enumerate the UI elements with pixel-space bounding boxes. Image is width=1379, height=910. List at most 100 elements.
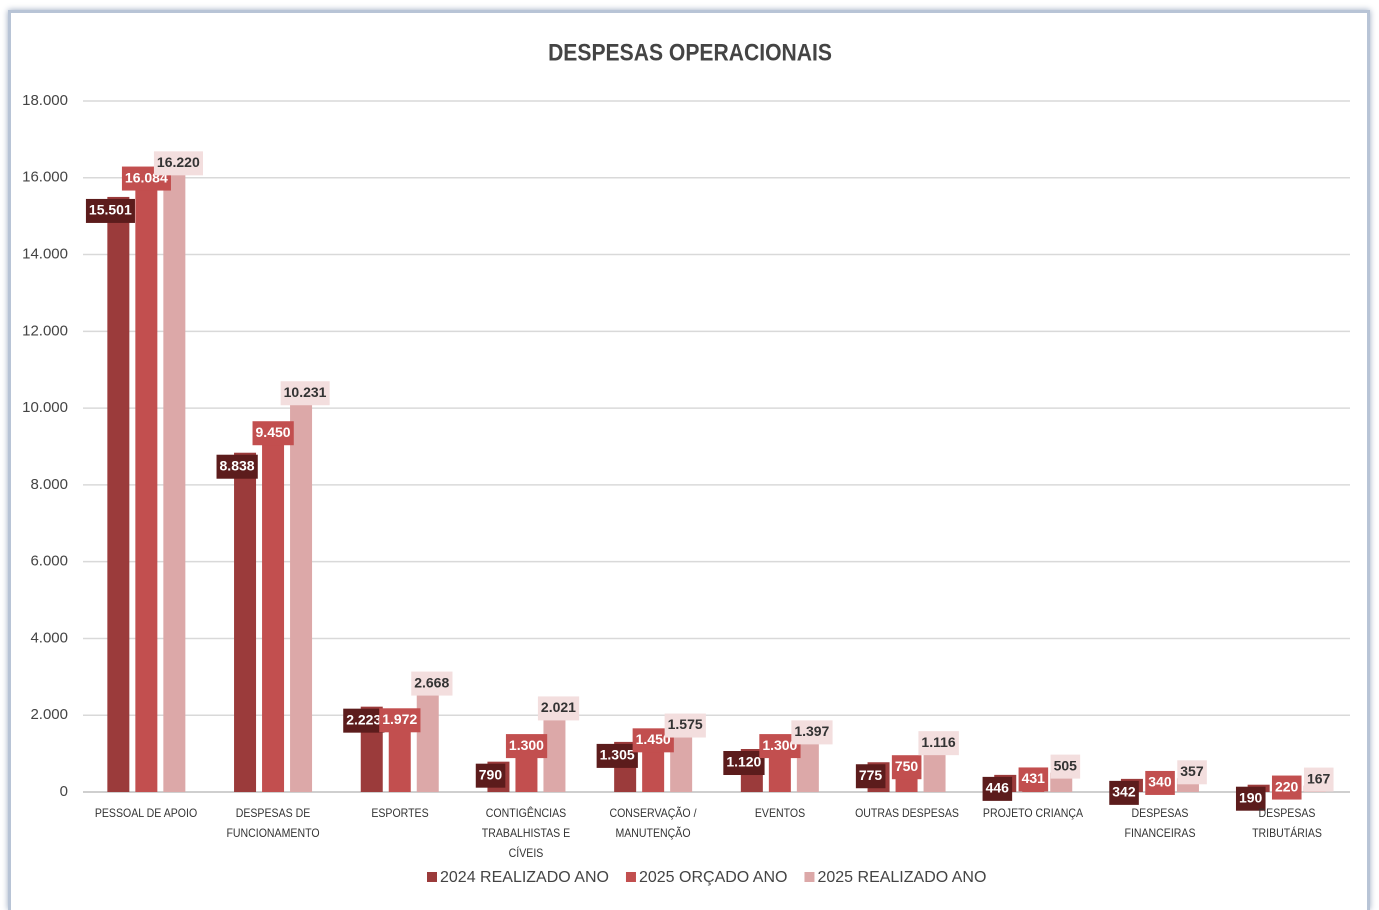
data-label-box — [1145, 770, 1175, 795]
data-label-box — [855, 764, 886, 789]
x-tick-label: PROJETO CRIANÇA — [983, 806, 1084, 820]
data-label-text: 16.220 — [157, 154, 200, 170]
x-tick-label: OUTRAS DESPESAS — [854, 806, 959, 820]
x-tick-label: DESPESAS FINANCEIRAS — [1124, 806, 1196, 840]
bar — [234, 452, 257, 792]
data-label-text: 1.972 — [382, 711, 417, 727]
data-label-box — [411, 671, 453, 696]
legend-label: 2025 REALIZADO ANO — [817, 869, 986, 886]
legend-label: 2024 REALIZADO ANO — [440, 869, 609, 886]
data-label-box — [791, 720, 833, 745]
data-label-box — [1018, 767, 1049, 792]
data-label-box — [153, 151, 203, 176]
data-label: 750 — [891, 755, 922, 780]
data-label-box — [1235, 786, 1266, 811]
y-tick-label: 18.000 — [22, 92, 68, 109]
data-label-text: 340 — [1148, 774, 1172, 790]
y-tick-label: 12.000 — [22, 322, 68, 339]
data-label: 446 — [982, 776, 1013, 801]
y-tick-label: 4.000 — [30, 629, 68, 646]
data-label-box — [252, 421, 294, 446]
data-label: 1.116 — [918, 731, 959, 756]
data-label-box — [596, 743, 638, 768]
bar — [290, 399, 313, 792]
data-label-text: 15.501 — [89, 202, 132, 218]
data-label-box — [280, 381, 330, 406]
data-label: 431 — [1018, 767, 1049, 792]
legend-label: 2025 ORÇADO ANO — [639, 869, 788, 886]
legend-swatch — [804, 872, 815, 882]
x-tick-label: CONSERVAÇÃO / MANUTENÇÃO — [609, 806, 697, 840]
data-label: 790 — [475, 763, 506, 788]
x-tick-label: CONTIGÊNCIAS TRABALHISTAS E CÍVEIS — [482, 806, 571, 860]
data-label: 1.397 — [791, 720, 833, 745]
bar — [543, 714, 566, 792]
data-label-box — [1271, 775, 1302, 800]
data-label: 1.575 — [664, 713, 706, 738]
data-label-text: 2.021 — [541, 699, 576, 715]
legend-swatch — [625, 872, 636, 882]
data-label-box — [343, 708, 385, 733]
bar — [670, 731, 693, 792]
x-tick-label: EVENTOS — [754, 806, 805, 820]
data-label: 10.231 — [280, 381, 330, 406]
data-label: 8.838 — [216, 454, 258, 479]
data-label: 1.300 — [505, 734, 548, 759]
data-label-text: 190 — [1239, 789, 1263, 805]
bar — [796, 738, 819, 792]
data-label-box — [664, 713, 706, 738]
y-tick-label: 8.000 — [30, 476, 68, 493]
data-label: 15.501 — [85, 198, 135, 223]
data-label: 2.021 — [537, 696, 580, 721]
data-label-text: 431 — [1022, 770, 1046, 786]
x-tick-label: ESPORTES — [371, 806, 429, 820]
data-label-text: 357 — [1180, 763, 1204, 779]
data-label-text: 750 — [895, 758, 919, 774]
data-label: 342 — [1109, 780, 1139, 805]
data-label-box — [982, 776, 1013, 801]
data-label-text: 8.838 — [220, 457, 255, 473]
data-label: 775 — [855, 764, 886, 789]
data-label-box — [475, 763, 506, 788]
data-label-box — [216, 454, 258, 479]
data-label-text: 10.231 — [284, 384, 327, 400]
y-tick-label: 16.000 — [22, 169, 68, 186]
data-label-text: 1.120 — [726, 754, 761, 770]
data-label-box — [891, 755, 922, 780]
bar — [107, 196, 130, 792]
legend-swatch — [427, 872, 437, 882]
data-label: 2.223 — [343, 708, 385, 733]
data-label-text: 1.575 — [668, 716, 703, 732]
y-tick-label: 2.000 — [30, 706, 68, 723]
bar — [135, 174, 158, 793]
y-tick-label: 0 — [60, 783, 68, 800]
data-label: 167 — [1303, 767, 1334, 792]
data-label-box — [723, 751, 765, 776]
bar — [262, 429, 285, 792]
bar — [163, 169, 186, 793]
data-label-box — [918, 731, 959, 756]
data-label-text: 9.450 — [256, 424, 291, 440]
data-label-box — [505, 734, 548, 759]
data-label-text: 2.668 — [414, 674, 449, 690]
bar — [416, 689, 439, 792]
bar — [388, 716, 411, 792]
data-label: 9.450 — [252, 421, 294, 446]
chart-title: DESPESAS OPERACIONAIS — [548, 39, 832, 66]
data-label-box — [1109, 780, 1139, 805]
data-label-text: 775 — [859, 767, 883, 783]
data-label-text: 790 — [479, 766, 503, 782]
data-label-text: 1.305 — [600, 747, 635, 763]
y-tick-label: 10.000 — [22, 399, 68, 416]
data-label-box — [1177, 760, 1207, 785]
data-label-text: 1.450 — [636, 731, 671, 747]
data-label: 1.120 — [723, 751, 765, 776]
x-tick-label: DESPESAS DE FUNCIONAMENTO — [226, 806, 320, 840]
data-label: 1.450 — [632, 728, 674, 753]
data-label-text: 2.223 — [346, 711, 381, 727]
x-tick-label: DESPESAS TRIBUTÁRIAS — [1251, 806, 1322, 840]
y-tick-label: 6.000 — [30, 553, 68, 570]
data-label: 505 — [1050, 754, 1081, 779]
